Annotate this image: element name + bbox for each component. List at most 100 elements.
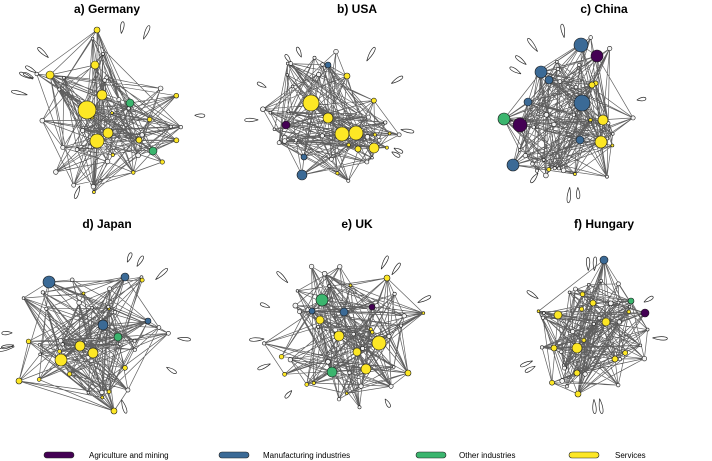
network-node [577,62,582,67]
network-node [360,363,372,375]
network-node [106,304,111,309]
network-node [573,369,581,377]
network-node [343,72,351,80]
edges-germany [11,21,206,199]
network-node [589,299,597,307]
network-node [76,300,82,306]
self-loop [19,71,34,80]
network-node [542,311,546,315]
self-loop [120,21,125,34]
network-node [611,355,619,363]
network-node [125,98,135,108]
legend-label-manufacturing: Manufacturing industries [263,451,350,460]
network-node [116,97,122,102]
network-germany [11,21,206,199]
network-node [321,271,328,277]
network-node [552,166,557,171]
network-node [110,111,114,115]
network-node [329,157,334,162]
self-loop [585,257,591,271]
network-node [100,395,105,400]
network-node [540,315,545,320]
network-node [335,171,340,176]
network-node [591,321,596,326]
network-node [512,117,528,133]
network-node [348,283,353,288]
self-loop [652,336,668,341]
network-node [69,277,75,282]
network-node [560,167,567,174]
network-node [536,309,541,313]
legend-swatch-agriculture [43,451,75,459]
self-loop [126,252,133,263]
panel-title-uk: e) UK [341,217,373,231]
network-node [37,343,42,347]
network-node [148,146,158,156]
network-node [39,117,45,124]
network-node [370,330,375,335]
network-node [588,81,596,89]
network-node [607,45,613,51]
legend-swatch-manufacturing [218,451,250,459]
network-node [327,284,332,289]
network-node [553,310,563,320]
network-node [401,313,407,319]
network-node [523,97,533,107]
network-node [396,132,402,138]
network-node [616,300,621,305]
network-node [404,369,412,377]
network-node [102,127,114,139]
network-node [36,377,42,382]
network-node [544,75,554,85]
network-node [90,60,100,70]
network-node [325,359,331,365]
legend: Agriculture and mining Manufacturing ind… [43,451,646,460]
network-node [368,327,373,332]
self-loop [527,38,538,52]
network-node [54,353,68,367]
network-japan [0,252,191,415]
network-node [573,172,577,176]
network-node [42,275,56,289]
network-node [352,347,362,357]
network-node [581,337,587,343]
network-node [147,116,153,123]
network-node [570,329,576,334]
network-node [543,172,549,179]
edges-uk [249,255,432,408]
network-node [388,383,394,389]
network-node [315,315,325,325]
network-node [319,133,325,139]
self-loop [177,337,191,342]
network-node [139,132,145,138]
network-node [25,338,32,345]
network-usa [244,46,415,183]
network-node [605,174,609,179]
network-node [90,184,96,190]
network-node [559,349,564,354]
self-loop [643,295,654,303]
network-node [106,389,112,394]
self-loop [22,72,34,79]
network-node [627,297,635,305]
self-loop [391,151,401,158]
network-node [282,138,288,144]
network-node [102,78,107,83]
network-node [573,84,579,90]
edges-hungary [520,256,668,414]
network-node [268,111,272,115]
network-node [539,345,544,350]
self-loop [384,398,391,408]
network-node [535,168,539,173]
legend-label-other-industries: Other industries [459,451,515,460]
network-node [601,317,611,327]
network-node [334,126,350,142]
network-node [132,347,137,352]
network-node [557,166,561,171]
network-node [302,94,320,112]
network-node [549,379,555,386]
self-loop [400,128,415,134]
panel-title-hungary: f) Hungary [574,217,634,231]
network-node [168,124,173,129]
